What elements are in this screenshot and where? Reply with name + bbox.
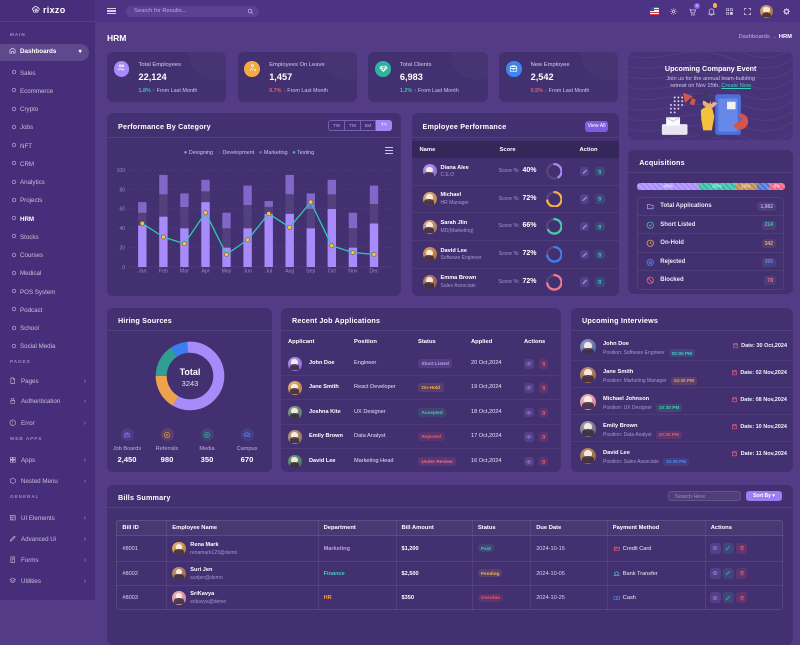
- svg-text:Jan: Jan: [138, 269, 146, 275]
- svg-text:Mar: Mar: [180, 269, 189, 275]
- svg-text:60: 60: [119, 207, 125, 213]
- svg-text:100: 100: [117, 168, 126, 174]
- svg-text:40: 40: [119, 226, 125, 232]
- svg-text:Oct: Oct: [328, 269, 337, 275]
- svg-text:May: May: [222, 269, 232, 275]
- svg-text:20: 20: [119, 245, 125, 251]
- svg-text:Apr: Apr: [201, 269, 209, 275]
- svg-text:Jul: Jul: [265, 269, 272, 275]
- svg-text:Dec: Dec: [369, 269, 379, 275]
- svg-text:Nov: Nov: [348, 269, 358, 275]
- svg-text:Jun: Jun: [243, 269, 251, 275]
- svg-text:Aug: Aug: [285, 269, 294, 275]
- svg-text:Feb: Feb: [159, 269, 168, 275]
- svg-text:Sep: Sep: [306, 269, 315, 275]
- svg-text:0: 0: [122, 265, 125, 271]
- svg-text:80: 80: [119, 187, 125, 193]
